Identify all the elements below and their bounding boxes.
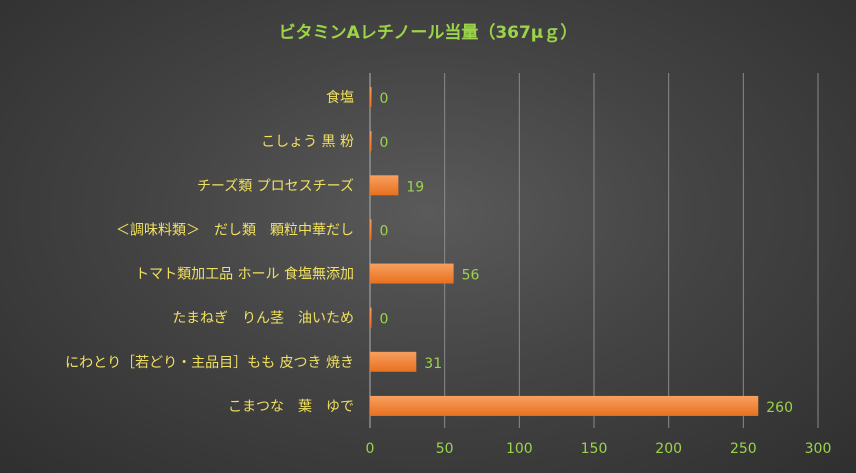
- data-label: 260: [766, 400, 793, 416]
- category-label: チーズ類 プロセスチーズ: [197, 178, 354, 194]
- x-tick-label: 250: [730, 441, 757, 457]
- labels: 0 50 100 150 200 250 300 食塩 0 こしょう 黒 粉 0 チーズ類 プロセスチ…: [65, 89, 831, 457]
- data-label: 0: [380, 223, 389, 239]
- bar: [370, 307, 372, 328]
- bars: [370, 87, 759, 416]
- x-tick-label: 100: [506, 441, 533, 457]
- chart-title: ビタミンAレチノール当量（367μｇ）: [279, 22, 578, 43]
- bar: [370, 87, 372, 108]
- x-tick-label: 150: [581, 441, 608, 457]
- category-label: ＜調味料類＞ だし類 顆粒中華だし: [116, 222, 354, 238]
- category-label: こしょう 黒 粉: [261, 134, 354, 150]
- bar: [370, 351, 417, 372]
- bar: [370, 263, 454, 284]
- x-tick-label: 50: [436, 441, 454, 457]
- data-label: 19: [406, 179, 424, 195]
- category-label: にわとり［若どり・主品目］もも 皮つき 焼き: [65, 355, 354, 371]
- category-label: たまねぎ りん茎 油いため: [172, 311, 354, 327]
- data-label: 56: [462, 268, 480, 284]
- bar: [370, 219, 372, 240]
- category-label: こまつな 葉 ゆで: [228, 399, 354, 415]
- bar: [370, 395, 759, 416]
- x-tick-label: 200: [655, 441, 682, 457]
- bar: [370, 131, 372, 152]
- data-label: 0: [380, 135, 389, 151]
- data-label: 0: [380, 312, 389, 328]
- data-label: 31: [424, 356, 442, 372]
- data-label: 0: [380, 91, 389, 107]
- x-tick-label: 300: [805, 441, 832, 457]
- grid-lines: [369, 73, 819, 428]
- bar: [370, 175, 399, 196]
- category-label: トマト類加工品 ホール 食塩無添加: [135, 266, 354, 283]
- category-label: 食塩: [326, 89, 354, 106]
- x-tick-label: 0: [366, 441, 375, 457]
